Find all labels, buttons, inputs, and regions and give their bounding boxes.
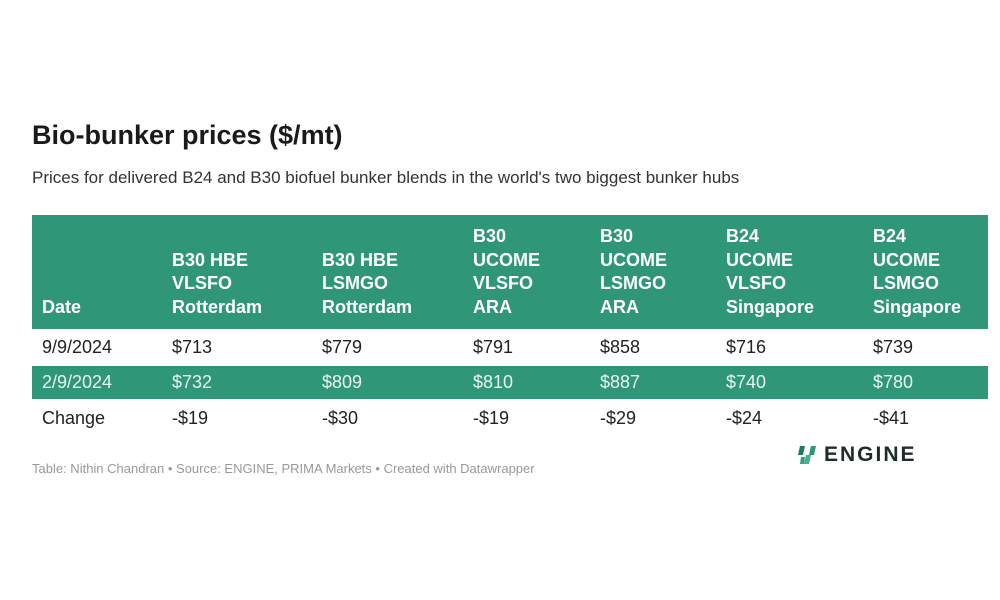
table-cell: -$24 bbox=[726, 407, 763, 428]
row-label: 2/9/2024 bbox=[42, 372, 113, 392]
column-header-line: Singapore bbox=[726, 296, 815, 317]
table-cell: -$30 bbox=[322, 407, 359, 428]
table-cell: $809 bbox=[322, 372, 363, 392]
column-header-line: Date bbox=[42, 296, 82, 317]
engine-logo: ENGINE bbox=[798, 443, 917, 467]
column-header: Date bbox=[32, 215, 162, 330]
column-header-line: ARA bbox=[600, 296, 639, 317]
column-header-line: B30 bbox=[473, 226, 507, 246]
logo-text: ENGINE bbox=[824, 443, 917, 466]
column-header-line: VLSFO bbox=[726, 273, 787, 293]
table-cell: -$41 bbox=[873, 407, 910, 428]
table-cell: $732 bbox=[172, 372, 213, 392]
chart-subtitle: Prices for delivered B24 and B30 biofuel… bbox=[32, 168, 740, 187]
column-header-line: LSMGO bbox=[322, 273, 388, 293]
column-header-line: Rotterdam bbox=[322, 296, 413, 317]
table-cell: $713 bbox=[172, 337, 213, 357]
column-header-line: UCOME bbox=[600, 249, 667, 270]
column-header: B24 UCOME VLSFO Singapore bbox=[716, 215, 863, 330]
column-header-line: UCOME bbox=[473, 249, 540, 270]
table-cell: $779 bbox=[322, 337, 363, 357]
table-cell: $780 bbox=[873, 372, 914, 392]
column-header: B30 UCOME VLSFO ARA bbox=[463, 215, 590, 330]
column-header-line: B30 bbox=[600, 226, 634, 246]
column-header-line: LSMGO bbox=[600, 273, 666, 293]
column-header-line: VLSFO bbox=[473, 273, 534, 293]
table-cell: $887 bbox=[600, 372, 641, 392]
column-header-line: Rotterdam bbox=[172, 296, 263, 317]
table-cell: -$19 bbox=[172, 407, 209, 428]
column-header-line: Singapore bbox=[873, 296, 962, 317]
column-header: B24 UCOME LSMGO Singapore bbox=[863, 215, 988, 330]
table-row: 2/9/2024 $732 $809 $810 $887 $740 $780 bbox=[32, 365, 988, 400]
column-header-line: UCOME bbox=[726, 249, 793, 270]
column-header-line: B30 HBE bbox=[172, 249, 249, 270]
table-row: 9/9/2024 $713 $779 $791 $858 $716 $739 bbox=[32, 330, 988, 365]
column-header: B30 UCOME LSMGO ARA bbox=[590, 215, 716, 330]
table-cell: $740 bbox=[726, 372, 767, 392]
column-header-line: B30 HBE bbox=[322, 249, 399, 270]
source-footer: Table: Nithin Chandran • Source: ENGINE,… bbox=[32, 461, 535, 476]
column-header: B30 HBE VLSFO Rotterdam bbox=[162, 215, 312, 330]
table-cell: $791 bbox=[473, 337, 514, 357]
column-header-line: VLSFO bbox=[172, 273, 233, 293]
column-header: B30 HBE LSMGO Rotterdam bbox=[312, 215, 463, 330]
table-cell: $739 bbox=[873, 337, 914, 357]
chart-title: Bio-bunker prices ($/mt) bbox=[32, 120, 343, 150]
price-table: Date B30 HBE VLSFO Rotterdam B30 HBE LSMGO Rot… bbox=[32, 215, 988, 435]
row-label: Change bbox=[42, 407, 106, 428]
table-row: Change -$19 -$30 -$19 -$29 -$24 -$41 bbox=[32, 400, 988, 435]
column-header-line: B24 bbox=[726, 226, 760, 246]
table-cell: -$29 bbox=[600, 407, 637, 428]
column-header-line: B24 bbox=[873, 226, 907, 246]
column-header-line: UCOME bbox=[873, 249, 940, 270]
column-header-line: LSMGO bbox=[873, 273, 939, 293]
column-header-line: ARA bbox=[473, 296, 512, 317]
table-cell: $810 bbox=[473, 372, 514, 392]
engine-logo-icon bbox=[798, 446, 816, 464]
table-header-row: Date B30 HBE VLSFO Rotterdam B30 HBE LSMGO Rot… bbox=[32, 215, 988, 330]
table-cell: -$19 bbox=[473, 407, 510, 428]
table-cell: $858 bbox=[600, 337, 641, 357]
row-label: 9/9/2024 bbox=[42, 337, 113, 357]
table-cell: $716 bbox=[726, 337, 767, 357]
